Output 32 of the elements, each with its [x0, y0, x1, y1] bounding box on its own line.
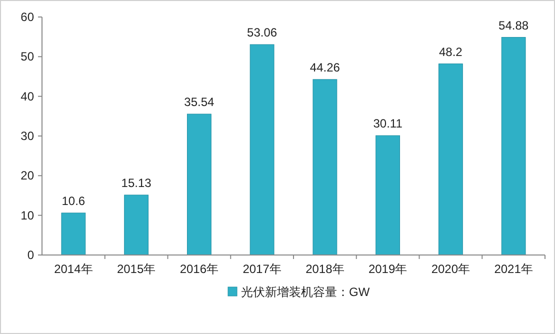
x-tick-label: 2016年	[180, 262, 219, 276]
data-label: 48.2	[439, 44, 463, 59]
y-tick-label: 30	[20, 129, 34, 143]
x-tick-label: 2015年	[116, 262, 156, 276]
bar	[438, 64, 463, 256]
bar	[501, 37, 526, 256]
data-label: 44.26	[310, 60, 340, 74]
x-tick-label: 2020年	[431, 262, 470, 276]
bar	[61, 212, 86, 256]
data-label: 35.54	[184, 95, 215, 110]
y-tick-label: 60	[20, 10, 34, 24]
y-tick-label: 40	[20, 89, 34, 104]
y-tick-label: 0	[27, 248, 34, 262]
x-tick-label: 2014年	[54, 262, 93, 276]
data-label: 54.88	[498, 18, 529, 32]
data-label: 10.6	[62, 194, 86, 208]
x-tick-label: 2018年	[306, 262, 344, 276]
data-label: 30.11	[373, 116, 403, 131]
x-tick-label: 2017年	[242, 262, 282, 276]
bar	[376, 135, 400, 256]
data-label: 53.06	[247, 26, 278, 40]
x-tick-label: 2021年	[494, 262, 533, 276]
bar	[124, 194, 149, 256]
bar	[250, 44, 274, 256]
x-tick-label: 2019年	[368, 262, 408, 276]
y-tick-label: 10	[20, 208, 34, 222]
legend-label: 光伏新增装机容量：GW	[241, 285, 370, 299]
y-tick-label: 50	[20, 50, 34, 64]
bar	[186, 114, 212, 256]
data-label: 15.13	[121, 176, 152, 190]
bar	[312, 79, 338, 256]
y-tick-label: 20	[20, 168, 34, 183]
